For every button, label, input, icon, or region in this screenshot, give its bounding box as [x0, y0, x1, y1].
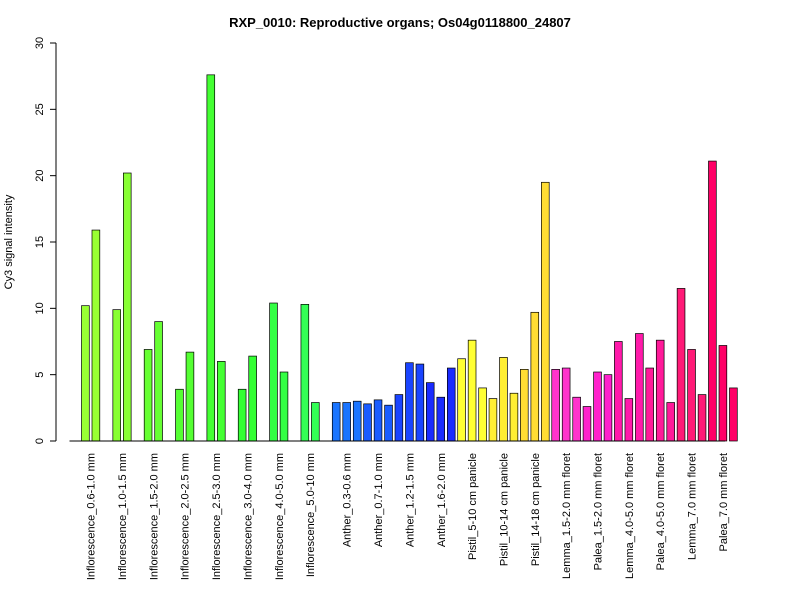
- x-tick-label: Inflorescence_2.0-2.5 mm: [180, 453, 192, 580]
- bar: [269, 302, 278, 442]
- bar: [499, 357, 508, 442]
- chart-title: RXP_0010: Reproductive organs; Os04g0118…: [229, 15, 571, 30]
- bar: [248, 355, 257, 442]
- bar: [478, 387, 487, 442]
- x-tick-label: Inflorescence_2.5-3.0 mm: [211, 453, 223, 580]
- x-tick-label: Pistil_10-14 cm panicle: [498, 453, 510, 566]
- bar: [331, 402, 341, 442]
- x-tick-label: Palea_4.0-5.0 mm floret: [655, 453, 667, 570]
- bar: [175, 388, 184, 442]
- y-tick-label: 25: [34, 103, 46, 115]
- bar: [300, 304, 310, 442]
- bar: [561, 367, 571, 442]
- x-tick-label: Pistil_14-18 cm panicle: [530, 453, 542, 566]
- bar: [593, 371, 602, 442]
- bar: [112, 309, 121, 442]
- bar: [572, 396, 581, 442]
- bar: [143, 349, 153, 442]
- x-tick-label: Inflorescence_1.0-1.5 mm: [117, 453, 129, 580]
- bar: [603, 374, 613, 442]
- bar: [415, 363, 425, 442]
- bar: [279, 371, 289, 442]
- bar: [185, 351, 195, 442]
- bar: [729, 387, 738, 442]
- x-tick-label: Palea_7.0 mm floret: [718, 453, 730, 551]
- bar: [363, 403, 372, 442]
- y-tick-label: 20: [34, 170, 46, 182]
- bar: [708, 160, 717, 442]
- bar: [81, 305, 90, 442]
- x-tick-label: Inflorescence_1.5-2.0 mm: [148, 453, 160, 580]
- bar: [541, 181, 550, 442]
- bar: [520, 369, 529, 442]
- bar: [624, 398, 634, 442]
- bar: [447, 367, 456, 442]
- y-tick-label: 30: [34, 37, 46, 49]
- bar: [206, 74, 216, 442]
- x-tick-label: Lemma_4.0-5.0 mm floret: [624, 453, 636, 579]
- bar: [426, 382, 435, 442]
- bar: [457, 358, 466, 442]
- bar: [635, 333, 644, 442]
- bar: [467, 339, 477, 442]
- bar: [676, 288, 686, 442]
- y-tick-label: 5: [34, 372, 46, 378]
- x-axis-labels: Inflorescence_0.6-1.0 mm Inflorescence_1.…: [86, 453, 730, 580]
- bar: [384, 404, 393, 442]
- x-tick-label: Pistil_5-10 cm panicle: [467, 453, 479, 560]
- x-tick-label: Inflorescence_4.0-5.0 mm: [274, 453, 286, 580]
- y-axis-label: Cy3 signal intensity: [3, 194, 15, 289]
- bar: [530, 311, 540, 442]
- bar: [582, 406, 592, 442]
- x-tick-label: Inflorescence_3.0-4.0 mm: [242, 453, 254, 580]
- bar: [551, 369, 560, 442]
- y-tick-label: 0: [34, 438, 46, 444]
- y-tick-label: 15: [34, 236, 46, 248]
- bars: [81, 74, 738, 442]
- bar: [666, 402, 675, 442]
- bar: [394, 394, 404, 442]
- bar: [352, 400, 362, 442]
- bar: [122, 172, 132, 442]
- x-tick-label: Lemma_1.5-2.0 mm floret: [561, 453, 573, 579]
- bar: [217, 361, 226, 442]
- bar: [405, 362, 414, 442]
- bar: [718, 345, 728, 442]
- y-axis: 0 5 10 15 20 25 30: [34, 37, 57, 444]
- x-tick-label: Inflorescence_0.6-1.0 mm: [86, 453, 98, 580]
- bar: [373, 399, 383, 442]
- bar: [154, 321, 163, 442]
- bar: [645, 367, 654, 442]
- bar: [342, 402, 351, 442]
- x-tick-label: Anther_0.7-1.0 mm: [373, 453, 385, 547]
- bar: [655, 339, 665, 442]
- x-tick-label: Anther_0.3-0.6 mm: [342, 453, 354, 547]
- bar: [311, 402, 320, 442]
- bar: [488, 398, 498, 442]
- bar: [436, 396, 446, 442]
- y-tick-label: 10: [34, 302, 46, 314]
- bar: [509, 392, 519, 442]
- bar: [237, 388, 247, 442]
- bar: [697, 394, 707, 442]
- bar: [687, 349, 696, 442]
- x-tick-label: Inflorescence_5.0-10 mm: [305, 453, 317, 577]
- x-tick-label: Anther_1.6-2.0 mm: [436, 453, 448, 547]
- x-tick-label: Anther_1.2-1.5 mm: [404, 453, 416, 547]
- x-tick-label: Lemma_7.0 mm floret: [687, 453, 699, 560]
- bar: [91, 229, 101, 442]
- bar: [614, 341, 623, 442]
- x-tick-label: Palea_1.5-2.0 mm floret: [593, 453, 605, 570]
